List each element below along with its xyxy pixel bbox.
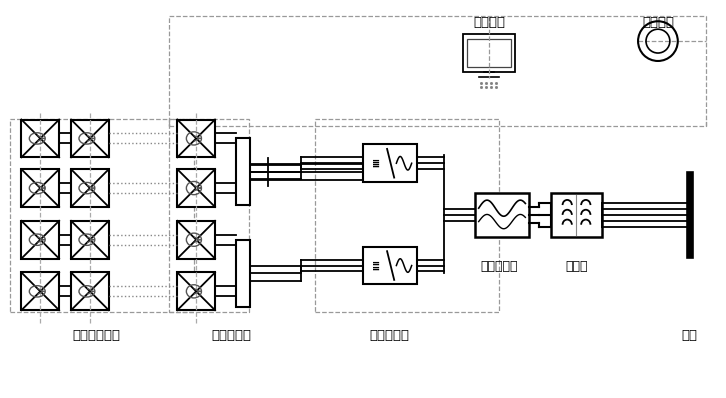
Bar xyxy=(177,119,215,157)
Text: 直流汇流筱: 直流汇流筱 xyxy=(211,329,251,342)
Text: 交流汇流筱: 交流汇流筱 xyxy=(481,259,518,273)
Bar xyxy=(463,34,515,72)
Bar xyxy=(236,240,250,307)
Bar xyxy=(551,193,603,237)
Bar xyxy=(362,247,417,285)
Text: 光伏逆变器: 光伏逆变器 xyxy=(370,329,409,342)
Text: =: = xyxy=(372,156,380,166)
Bar xyxy=(177,221,215,259)
Text: 环境监测: 环境监测 xyxy=(642,16,674,29)
Bar xyxy=(71,119,109,157)
Bar xyxy=(71,169,109,207)
Bar xyxy=(21,169,59,207)
Bar xyxy=(468,39,511,67)
Bar xyxy=(71,273,109,310)
Text: =: = xyxy=(372,161,380,171)
Bar xyxy=(21,273,59,310)
Bar xyxy=(236,139,250,205)
Text: 电网: 电网 xyxy=(682,329,698,342)
Text: 光伏电池阵列: 光伏电池阵列 xyxy=(73,329,121,342)
Bar xyxy=(21,221,59,259)
Text: 变压器: 变压器 xyxy=(566,259,588,273)
Bar xyxy=(169,119,249,312)
Bar xyxy=(21,119,59,157)
Text: =: = xyxy=(372,259,380,269)
Bar xyxy=(362,144,417,182)
Bar xyxy=(177,169,215,207)
Text: 监控系统: 监控系统 xyxy=(473,16,505,29)
Bar xyxy=(315,119,499,312)
Bar xyxy=(71,221,109,259)
Text: =: = xyxy=(372,263,380,273)
Bar xyxy=(475,193,529,237)
Bar xyxy=(177,273,215,310)
Bar xyxy=(169,16,706,125)
Bar xyxy=(10,119,194,312)
